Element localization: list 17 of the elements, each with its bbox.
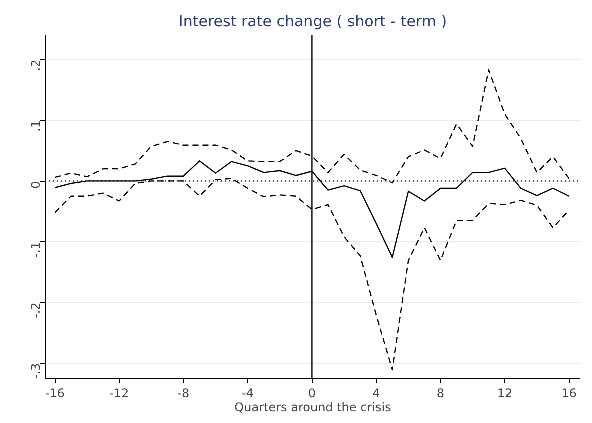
x-tick-label: -4 xyxy=(242,386,254,400)
x-tick-label: -16 xyxy=(45,386,65,400)
x-tick-label: 4 xyxy=(372,386,380,400)
x-tick-label: 16 xyxy=(562,386,577,400)
y-tick-label: -.2 xyxy=(29,302,43,318)
x-tick-label: 8 xyxy=(436,386,445,400)
x-tick-label: -12 xyxy=(110,386,130,400)
x-tick-label: -8 xyxy=(178,386,190,400)
y-tick-label: 0 xyxy=(29,181,43,189)
y-tick-label: .2 xyxy=(29,60,43,72)
x-tick-label: 12 xyxy=(497,386,513,400)
x-axis-title: Quarters around the crisis xyxy=(234,400,392,414)
x-tick-label: 0 xyxy=(308,386,316,400)
y-tick-label: .1 xyxy=(29,120,43,132)
y-tick-label: -.3 xyxy=(29,363,43,380)
chart-title: Interest rate change ( short - term ) xyxy=(178,12,448,30)
y-tick-label: -.1 xyxy=(29,242,43,258)
